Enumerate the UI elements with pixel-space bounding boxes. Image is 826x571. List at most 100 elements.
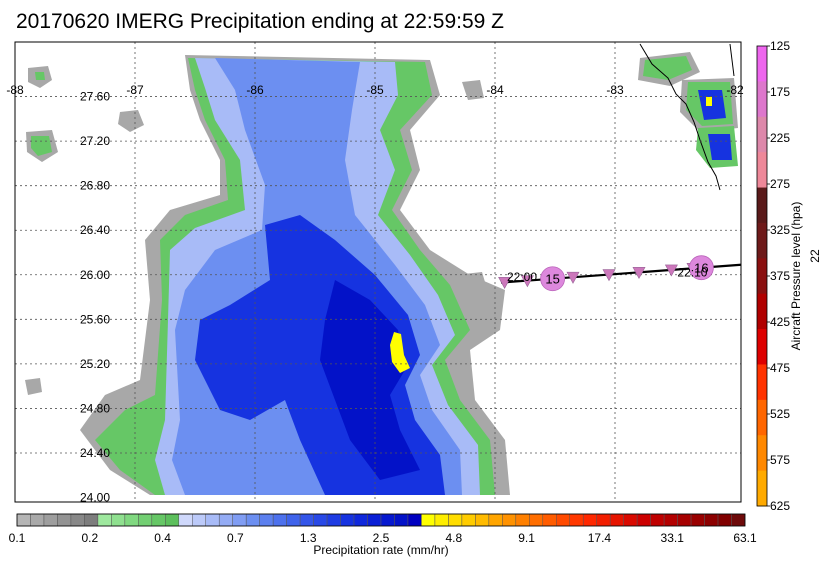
x-tick-label: -84 xyxy=(486,83,504,97)
pressure-tick-label: 275 xyxy=(770,177,790,191)
precip-swatch xyxy=(124,513,139,527)
precip-swatch xyxy=(609,513,624,527)
precip-swatch xyxy=(542,513,557,527)
pressure-swatch xyxy=(757,470,767,507)
precip-cell-nw-green xyxy=(35,72,45,80)
pressure-swatch xyxy=(757,364,767,401)
pressure-swatch xyxy=(757,222,767,259)
plot-frame xyxy=(14,41,742,503)
precip-swatch xyxy=(70,513,85,527)
x-tick-label: -82 xyxy=(726,83,744,97)
precip-swatch xyxy=(367,513,382,527)
precip-swatch xyxy=(677,513,692,527)
flight-track: 15 16 22:00 22:10 xyxy=(498,255,742,292)
precip-swatch xyxy=(259,513,274,527)
track-hour-circle xyxy=(689,255,714,281)
pressure-swatch xyxy=(757,399,767,436)
precip-swatch xyxy=(286,513,301,527)
precip-swatch xyxy=(731,513,746,527)
track-marker xyxy=(498,277,512,289)
precip-swatch xyxy=(111,513,126,527)
y-tick-label: 24.00 xyxy=(80,491,110,505)
pressure-tick-label: 575 xyxy=(770,453,790,467)
pressure-swatch xyxy=(757,293,767,330)
precip-cell-s-gray xyxy=(25,378,42,395)
precip-swatch xyxy=(488,513,503,527)
x-tick-label: -85 xyxy=(366,83,384,97)
x-tick-label: -88 xyxy=(6,83,24,97)
track-time-label: 22:00 xyxy=(507,270,537,284)
precip-tick-label: 0.1 xyxy=(9,531,26,545)
y-tick-label: 25.60 xyxy=(80,312,110,326)
pressure-tick-label: 425 xyxy=(770,315,790,329)
precip-cell-w2 xyxy=(118,110,144,132)
y-tick-label: 25.20 xyxy=(80,357,110,371)
precip-swatch xyxy=(636,513,651,527)
pressure-swatch xyxy=(757,116,767,153)
precip-swatch xyxy=(218,513,233,527)
precip-cell-east1-yellow xyxy=(706,97,712,106)
precip-tick-label: 9.1 xyxy=(518,531,535,545)
precip-swatch xyxy=(515,513,530,527)
coastline xyxy=(639,43,735,191)
precip-swatch xyxy=(448,513,463,527)
precip-tick-label: 17.4 xyxy=(588,531,612,545)
x-tick-label: -83 xyxy=(606,83,624,97)
precip-tick-label: 2.5 xyxy=(373,531,390,545)
x-tick-labels: -88 -87 -86 -85 -84 -83 -82 xyxy=(6,83,744,97)
precip-swatch xyxy=(30,513,45,527)
precip-cell-ne-gray xyxy=(462,80,484,100)
precip-swatch xyxy=(138,513,153,527)
precip-swatch xyxy=(43,513,58,527)
precip-axis-label: Precipitation rate (mm/hr) xyxy=(313,543,448,557)
precipitation-field xyxy=(25,52,738,495)
precip-cell-east2-blue xyxy=(708,134,732,160)
precip-cell-e-gray xyxy=(455,272,488,300)
pressure-tick-label: 325 xyxy=(770,223,790,237)
precip-swatch xyxy=(407,513,422,527)
pressure-swatch xyxy=(757,152,767,189)
pressure-tick-label: 175 xyxy=(770,85,790,99)
precip-tick-label: 33.1 xyxy=(661,531,685,545)
y-tick-label: 24.40 xyxy=(80,446,110,460)
precip-swatch xyxy=(151,513,166,527)
precip-swatch xyxy=(596,513,611,527)
y-tick-label: 26.80 xyxy=(80,179,110,193)
pressure-tick-label: 375 xyxy=(770,269,790,283)
pressure-swatch xyxy=(757,46,767,82)
precip-swatch xyxy=(299,513,314,527)
precip-swatch xyxy=(245,513,260,527)
precip-swatch xyxy=(461,513,476,527)
precip-tick-label: 0.2 xyxy=(81,531,98,545)
precip-swatch xyxy=(556,513,570,527)
precip-swatch xyxy=(380,513,395,527)
precip-colorbar: 0.1 0.2 0.4 0.7 1.3 2.5 4.8 9.1 17.4 33.1 63.1 Prec… xyxy=(9,513,757,557)
precip-swatch xyxy=(97,513,112,527)
pressure-tick-label: 625 xyxy=(770,499,790,513)
pressure-tick-label: 125 xyxy=(770,39,790,53)
precip-swatch xyxy=(717,513,732,527)
precip-swatch xyxy=(16,513,31,527)
track-hour-label: 16 xyxy=(694,261,708,276)
track-marker xyxy=(602,269,616,282)
precip-swatch xyxy=(57,513,72,527)
precip-swatch xyxy=(205,513,220,527)
precip-swatch xyxy=(690,513,705,527)
pressure-swatch xyxy=(757,435,767,472)
precip-contour-core xyxy=(320,280,420,480)
precip-swatch xyxy=(475,513,490,527)
precip-swatch xyxy=(704,513,719,527)
pressure-tick-label: 525 xyxy=(770,407,790,421)
precip-tick-label: 4.8 xyxy=(445,531,462,545)
precip-swatch xyxy=(353,513,368,527)
precip-swatch xyxy=(192,513,206,527)
y-tick-label: 26.00 xyxy=(80,268,110,282)
pressure-swatch xyxy=(757,329,767,365)
track-marker xyxy=(520,275,534,288)
precip-swatch xyxy=(663,513,678,527)
precip-tick-label: 63.1 xyxy=(733,531,757,545)
track-marker xyxy=(632,267,646,279)
page-title: 20170620 IMERG Precipitation ending at 2… xyxy=(16,10,504,33)
precip-frame xyxy=(16,513,746,527)
